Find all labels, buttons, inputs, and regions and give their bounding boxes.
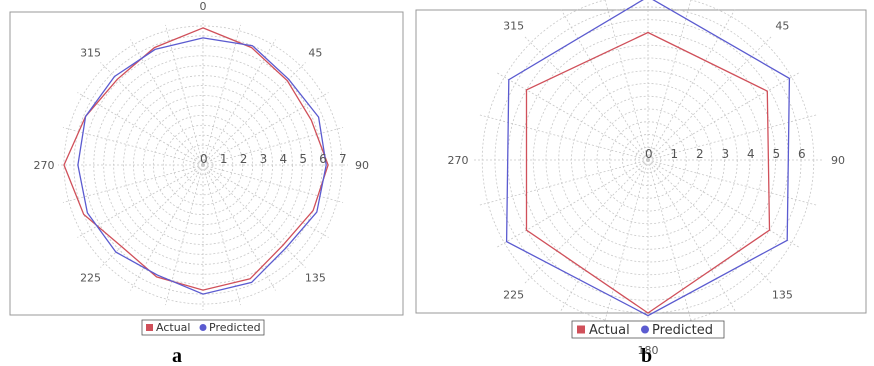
angle-label-b-135: 135 [772, 288, 793, 301]
series-group-a [63, 27, 329, 295]
grid-spoke-b-150 [647, 159, 737, 313]
radial-tick-label-a-2: 2 [240, 152, 248, 166]
legend-label-predicted-a: Predicted [209, 321, 261, 334]
legend-a: Actual Predicted [141, 319, 265, 336]
angle-label-b-270: 270 [448, 154, 469, 167]
legend-label-actual-b: Actual [589, 323, 630, 338]
panel-label-a: a [172, 345, 182, 366]
chart-panel-a: 0123456704590135180225270315 Actual Pred… [9, 0, 404, 366]
angle-label-a-270: 270 [34, 159, 55, 172]
grid-spoke-a-330 [130, 39, 204, 166]
radial-tick-label-a-3: 3 [260, 152, 268, 166]
grid-spoke-b-165 [647, 159, 694, 331]
angle-label-b-90: 90 [831, 154, 845, 167]
radial-tick-label-a-1: 1 [220, 152, 228, 166]
chart-panel-b: 012345604590135180225270315 Actual Predi… [415, 0, 867, 366]
legend-b: Actual Predicted [571, 320, 725, 339]
grid-spoke-a-300 [77, 92, 204, 166]
grid-ring-a-3 [162, 124, 244, 206]
radial-tick-label-b-3: 3 [722, 147, 730, 161]
angle-label-a-90: 90 [355, 159, 369, 172]
angle-label-a-315: 315 [80, 47, 101, 60]
axis-labels-b: 012345604590135180225270315 [448, 20, 846, 357]
grid-spoke-b-60 [647, 71, 801, 161]
grid-spoke-a-75 [202, 127, 344, 166]
grid-spoke-a-60 [202, 92, 329, 166]
angle-label-a-135: 135 [305, 271, 326, 284]
grid-ring-a-5 [143, 105, 263, 225]
grid-spoke-b-210 [559, 159, 649, 313]
grid-spoke-b-120 [647, 159, 801, 249]
grid-spoke-a-225 [100, 164, 204, 268]
grid-ring-a-7 [123, 85, 283, 245]
grid-spoke-b-300 [495, 71, 649, 161]
series-predicted-a [77, 37, 327, 295]
grid-ring-a-9 [103, 65, 303, 265]
legend-swatch-actual-a [146, 324, 153, 331]
radial-tick-label-a-0: 0 [200, 152, 208, 166]
legend-swatch-actual-b [577, 325, 585, 334]
grid-spoke-a-30 [202, 39, 276, 166]
grid-spoke-a-285 [62, 127, 204, 166]
grid-spoke-b-255 [477, 159, 649, 206]
radial-tick-label-a-7: 7 [339, 152, 347, 166]
panel-label-b: b [641, 345, 652, 366]
grid-spoke-b-75 [647, 114, 819, 161]
grid-spoke-b-15 [647, 0, 692, 161]
grid-spoke-b-315 [523, 35, 649, 161]
radial-tick-label-a-4: 4 [279, 152, 287, 166]
angle-label-a-45: 45 [308, 47, 322, 60]
grid-spoke-a-255 [62, 164, 204, 203]
grid-spoke-b-225 [523, 159, 649, 285]
radial-tick-label-a-5: 5 [299, 152, 307, 166]
grid-spoke-a-120 [202, 164, 329, 238]
grid-spoke-a-240 [77, 164, 204, 238]
radial-tick-label-a-6: 6 [319, 152, 327, 166]
radial-tick-label-b-1: 1 [671, 147, 679, 161]
angle-label-b-180: 180 [638, 344, 659, 357]
legend-label-actual-a: Actual [156, 321, 190, 334]
grid-spoke-b-195 [602, 159, 649, 331]
grid-spoke-a-135 [202, 164, 306, 268]
grid-ring-b-7 [545, 57, 751, 263]
grid-spoke-b-285 [477, 114, 649, 161]
grid-spoke-a-165 [202, 164, 241, 306]
grid-ring-a-1 [182, 144, 224, 186]
grid-spoke-a-345 [165, 24, 204, 166]
grid-ring-b-4 [583, 95, 713, 225]
grid-spoke-b-330 [559, 7, 649, 161]
grid-spoke-a-210 [130, 164, 204, 291]
angle-label-b-45: 45 [775, 20, 789, 33]
legend-label-predicted-b: Predicted [652, 323, 713, 338]
series-group-b [505, 0, 791, 317]
grid-spoke-b-135 [647, 159, 773, 285]
radial-tick-label-b-4: 4 [747, 147, 755, 161]
radial-tick-label-b-5: 5 [773, 147, 781, 161]
grid-ring-b-2 [609, 121, 687, 199]
angle-label-a-0: 0 [200, 0, 207, 13]
grid-spoke-b-105 [647, 159, 819, 206]
series-actual-a [63, 27, 329, 291]
series-predicted-b [505, 0, 791, 317]
legend-swatch-predicted-b [641, 325, 649, 334]
angle-label-a-225: 225 [80, 271, 101, 284]
radial-tick-label-b-2: 2 [696, 147, 704, 161]
angle-label-b-315: 315 [503, 20, 524, 33]
grid-spoke-a-15 [202, 24, 241, 166]
grid-spoke-b-45 [647, 35, 773, 161]
plot-frame-b [415, 9, 867, 314]
grid-ring-a-11 [83, 45, 323, 285]
series-actual-b [525, 31, 771, 314]
legend-swatch-predicted-a [199, 324, 207, 331]
radial-tick-label-b-0: 0 [645, 147, 653, 161]
grid-ring-b-3 [596, 108, 700, 212]
radial-grid-a [58, 20, 348, 310]
grid-spoke-b-30 [647, 7, 737, 161]
angle-label-b-225: 225 [503, 288, 524, 301]
grid-spoke-b-345 [604, 0, 649, 161]
grid-spoke-b-240 [495, 159, 649, 249]
radial-tick-label-b-6: 6 [798, 147, 806, 161]
grid-ring-b-8 [532, 44, 764, 276]
